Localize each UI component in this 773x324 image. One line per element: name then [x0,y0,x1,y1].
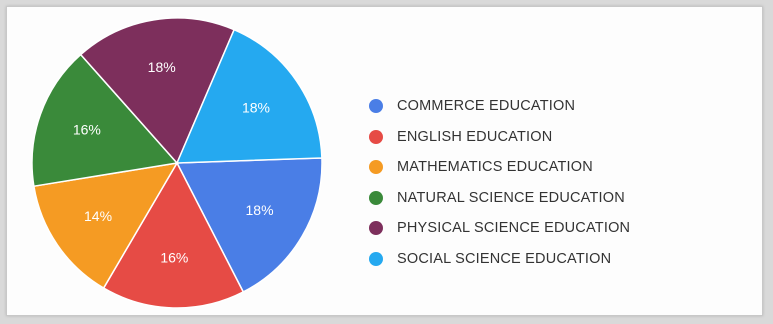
legend-item: PHYSICAL SCIENCE EDUCATION [369,213,749,244]
pie-slice-label: 14% [84,208,112,224]
legend-label: NATURAL SCIENCE EDUCATION [397,189,625,206]
legend-swatch [369,221,383,236]
chart-frame: 18% 16% 14% 16% 18% 18% COMMERCE EDUCATION ENG… [6,6,763,316]
legend-item: MATHEMATICS EDUCATION [369,152,749,183]
pie-slice-mathematics-education [33,162,179,290]
legend-swatch [369,190,383,205]
pie-slice-commerce-education [175,157,323,293]
pie-slice-social-science-education [175,28,323,164]
legend-label: COMMERCE EDUCATION [397,98,576,115]
pie-slice-label: 18% [148,59,176,75]
pie-slice-english-education [102,161,245,309]
pie-slice-physical-science-education [79,17,236,165]
legend-swatch [369,251,383,266]
pie-chart: 18% 16% 14% 16% 18% 18% [31,17,323,309]
legend-swatch [369,129,383,144]
legend-item: ENGLISH EDUCATION [369,122,749,153]
pie-slice-label: 16% [73,122,101,138]
pie-slice-label: 18% [246,202,274,218]
legend-item: NATURAL SCIENCE EDUCATION [369,183,749,214]
legend-label: MATHEMATICS EDUCATION [397,159,593,176]
legend-label: SOCIAL SCIENCE EDUCATION [397,250,612,267]
chart-legend: COMMERCE EDUCATION ENGLISH EDUCATION MATHE… [369,91,749,274]
legend-item: COMMERCE EDUCATION [369,91,749,122]
pie-slice-label: 16% [160,249,188,265]
legend-item: SOCIAL SCIENCE EDUCATION [369,244,749,275]
legend-swatch [369,160,383,175]
legend-label: PHYSICAL SCIENCE EDUCATION [397,220,631,237]
pie-slice-natural-science-education [31,53,179,188]
legend-label: ENGLISH EDUCATION [397,128,553,145]
pie-slice-label: 18% [242,100,270,116]
legend-swatch [369,99,383,114]
